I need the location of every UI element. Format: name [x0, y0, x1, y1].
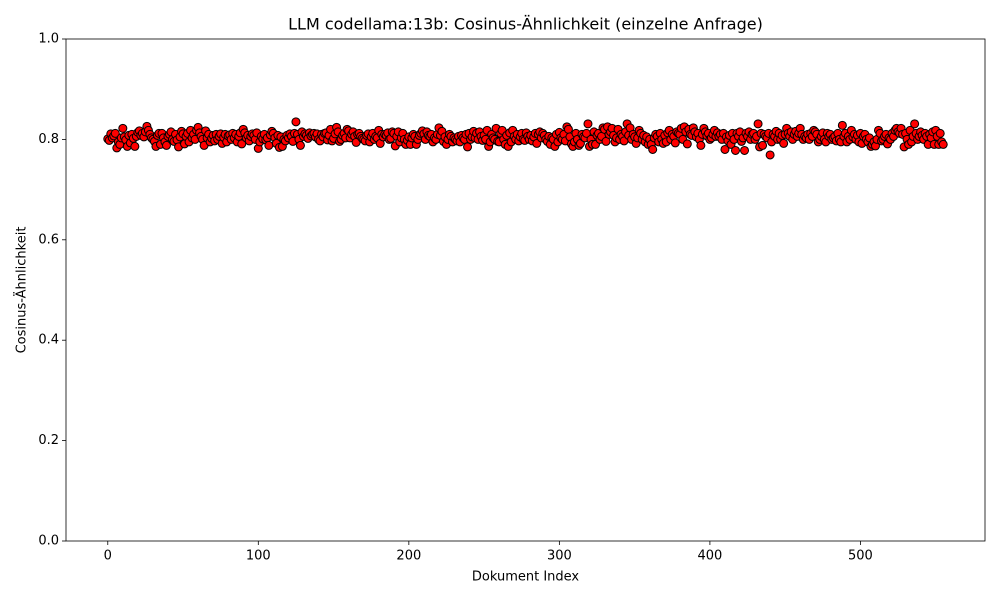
point — [670, 138, 680, 148]
point — [563, 124, 573, 134]
x-tick-label: 400 — [697, 549, 722, 564]
point — [730, 145, 740, 155]
point — [583, 119, 593, 129]
x-tick-label: 200 — [396, 549, 421, 564]
point — [237, 139, 247, 149]
y-tick-label: 0.8 — [38, 132, 59, 147]
x-tick-label: 0 — [104, 549, 112, 564]
x-tick-label: 300 — [547, 549, 572, 564]
y-axis-label: Cosinus-Ähnlichkeit — [14, 227, 30, 354]
point — [740, 145, 750, 155]
point — [720, 144, 730, 154]
point — [110, 128, 120, 138]
point — [935, 128, 945, 138]
y-tick-label: 1.0 — [38, 32, 59, 47]
point — [837, 120, 847, 130]
point — [779, 138, 789, 148]
point — [264, 140, 274, 150]
point — [753, 119, 763, 129]
point — [295, 140, 305, 150]
point — [161, 140, 171, 150]
x-axis-label: Dokument Index — [472, 570, 580, 585]
point — [696, 140, 706, 150]
point — [758, 140, 768, 150]
point — [682, 139, 692, 149]
chart-title: LLM codellama:13b: Cosinus-Ähnlichkeit (… — [288, 15, 763, 34]
point — [910, 119, 920, 129]
point — [130, 141, 140, 151]
y-tick-label: 0.2 — [38, 433, 59, 448]
point — [648, 144, 658, 154]
x-tick-label: 100 — [246, 549, 271, 564]
point — [765, 150, 775, 160]
x-tick-label: 500 — [848, 549, 873, 564]
y-tick-label: 0.6 — [38, 232, 59, 247]
point — [291, 117, 301, 127]
y-tick-label: 0.0 — [38, 534, 59, 549]
y-tick-label: 0.4 — [38, 333, 59, 348]
point — [938, 139, 948, 149]
point — [118, 123, 128, 133]
plot-frame — [65, 38, 986, 542]
point — [463, 142, 473, 152]
